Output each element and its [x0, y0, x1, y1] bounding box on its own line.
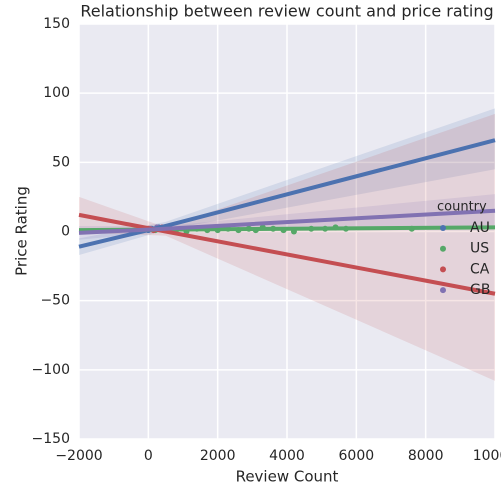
legend-marker: [440, 287, 446, 294]
x-tick-label: 6000: [339, 448, 375, 464]
confidence-band: [79, 113, 495, 381]
y-tick-label: 0: [61, 224, 70, 240]
legend-label: CA: [470, 261, 490, 277]
legend-marker: [440, 266, 446, 273]
y-tick-label: 100: [43, 85, 70, 101]
x-tick-label: 2000: [200, 448, 236, 464]
legend-label: US: [470, 241, 489, 257]
y-tick-label: 50: [52, 154, 70, 170]
x-tick-label: −2000: [55, 448, 102, 464]
legend-label: AU: [470, 220, 490, 236]
y-tick-label: 150: [43, 16, 70, 32]
x-tick-label: 8000: [408, 448, 444, 464]
x-tick-label: 10000: [473, 448, 501, 464]
chart-title: Relationship between review count and pr…: [80, 2, 493, 21]
regression-line: [78, 138, 496, 249]
legend-title: country: [437, 200, 487, 215]
x-tick-label: 0: [144, 448, 153, 464]
legend-label: GB: [470, 282, 490, 298]
x-tick-label: 4000: [269, 448, 305, 464]
x-axis-label: Review Count: [236, 468, 339, 486]
y-axis-label: Price Rating: [13, 186, 31, 276]
legend-marker: [440, 245, 446, 252]
y-tick-label: −150: [32, 431, 70, 447]
confidence-band: [79, 108, 495, 256]
y-tick-label: −100: [32, 362, 70, 378]
regression-line: [78, 212, 496, 296]
regression-line: [78, 208, 496, 235]
legend-marker: [440, 225, 446, 231]
y-tick-label: −50: [40, 293, 70, 309]
